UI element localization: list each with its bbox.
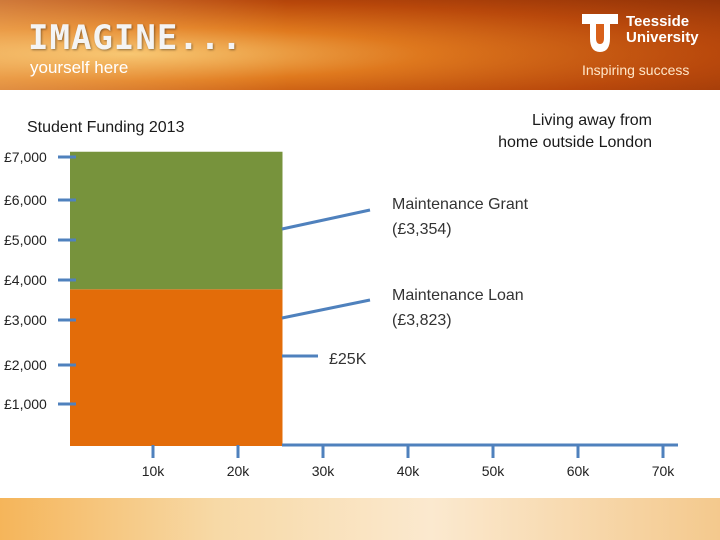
chart-subtitle-line2: home outside London (498, 134, 652, 151)
x-tick-label: 50k (482, 463, 506, 479)
loan-label-line1: Maintenance Loan (392, 287, 524, 304)
imagine-logo-text: IMAGINE... (28, 18, 243, 58)
funding-chart: £7,000 £6,000 £5,000 £4,000 £3,000 £2,000 £1,0… (4, 149, 678, 479)
loan-leader-line (281, 298, 371, 320)
university-name: Teesside University (626, 14, 699, 46)
x-tick-label: 20k (227, 463, 251, 479)
threshold-label: £25K (329, 351, 367, 368)
y-tick-label: £6,000 (4, 192, 47, 208)
loan-label-line2: (£3,823) (392, 312, 452, 329)
tagline-yourself: yourself here (30, 58, 129, 77)
chart-subtitle: Living away from home outside London (412, 110, 652, 154)
header-banner: IMAGINE... yourself here Teesside Univer… (0, 0, 720, 90)
x-tick-label: 40k (397, 463, 421, 479)
chart-subtitle-line1: Living away from (531, 112, 652, 129)
grant-label-line2: (£3,354) (392, 221, 452, 238)
y-tick-label: £3,000 (4, 312, 47, 328)
grant-label-line1: Maintenance Grant (392, 196, 529, 213)
university-logo-icon (582, 14, 618, 52)
y-tick-label: £1,000 (4, 396, 47, 412)
university-name-line2: University (626, 29, 699, 46)
y-tick-label: £7,000 (4, 149, 47, 165)
university-name-line1: Teesside (626, 13, 690, 30)
x-tick-label: 10k (142, 463, 166, 479)
x-tick-label: 30k (312, 463, 336, 479)
x-tick-label: 70k (652, 463, 676, 479)
y-tick-label: £4,000 (4, 272, 47, 288)
loan-area (70, 289, 283, 446)
y-tick-label: £2,000 (4, 357, 47, 373)
x-tick-label: 60k (567, 463, 591, 479)
footer-bar (0, 498, 720, 540)
y-tick-label: £5,000 (4, 232, 47, 248)
grant-leader-line (281, 208, 371, 231)
chart-title: Student Funding 2013 (27, 119, 185, 136)
grant-area (70, 151, 283, 290)
university-tagline: Inspiring success (582, 62, 690, 78)
